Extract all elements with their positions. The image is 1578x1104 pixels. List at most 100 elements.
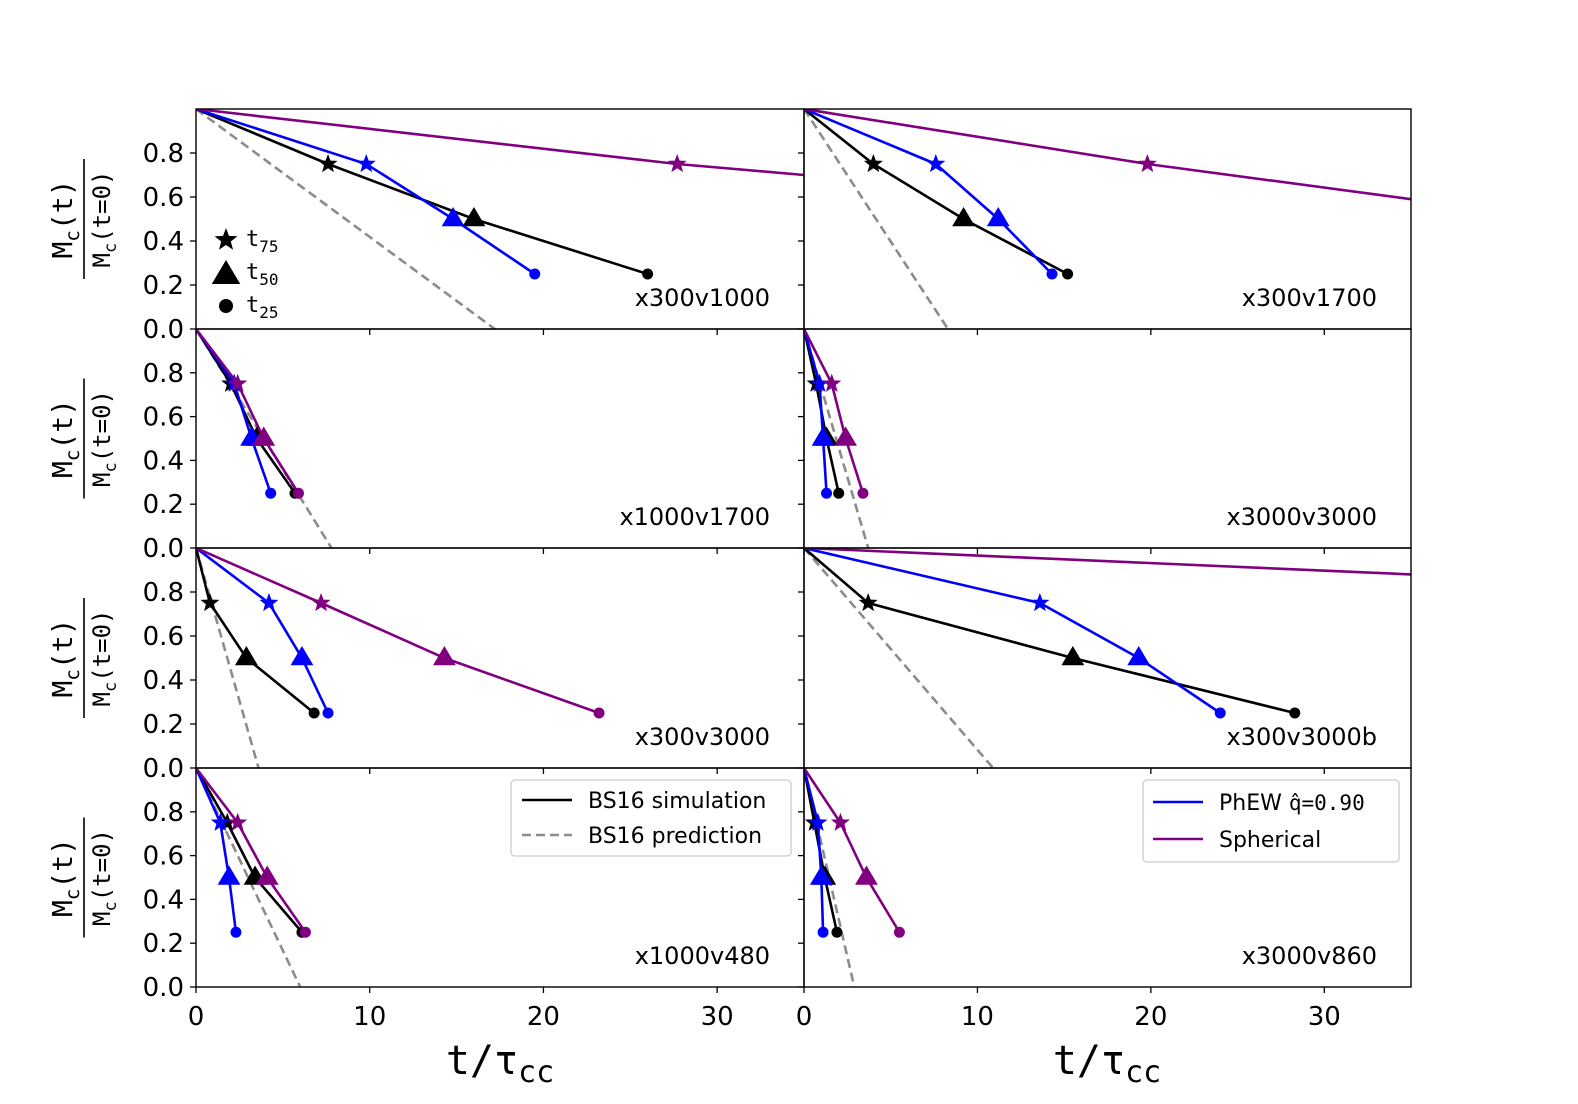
y-tick-label: 0.8 [143, 139, 184, 169]
y-den-tail: (t=0) [88, 390, 116, 462]
x-axis-label-sub: cc [518, 1055, 554, 1090]
sph-t50-marker [834, 426, 858, 446]
plot-area [196, 768, 311, 987]
phew-t25-marker [322, 707, 334, 719]
legend-marker-sub: 75 [259, 237, 278, 256]
legend-left-label: BS16 prediction [588, 824, 762, 849]
x-tick-label: 0 [796, 1002, 813, 1032]
y-axis-denominator: Mc(t=0) [88, 390, 121, 487]
legend-right-box [1142, 779, 1400, 863]
panel-x3000v860: 0 10 20 30 x3000v860 [796, 767, 1412, 1032]
legend-right-label-main: PhEW [1219, 791, 1289, 816]
x-axis-label-main: t/τ [1053, 1038, 1125, 1084]
x-tick-label: 0 [188, 1002, 205, 1032]
y-tick-label: 0.8 [143, 359, 184, 389]
y-axis-label: Mc(t)Mc(t=0) [46, 378, 121, 499]
y-tick-label: 0.0 [143, 973, 184, 1003]
plot-area [196, 329, 333, 548]
y-den-main: M [88, 692, 116, 706]
panel-title: x1000v480 [635, 942, 770, 970]
panel-title: x300v1700 [1242, 284, 1377, 312]
sim-t25-marker [833, 487, 845, 499]
panel-x3000v3000: x3000v3000 [798, 328, 1412, 554]
y-num-tail: (t) [46, 180, 79, 231]
y-axis-numerator: Mc(t) [46, 399, 84, 478]
sph-t25-marker [292, 487, 304, 499]
phew-line [196, 109, 536, 276]
plot-area [804, 548, 1411, 768]
y-tick-label: 0.2 [143, 490, 184, 520]
y-den-tail: (t=0) [88, 829, 116, 901]
legend-marker-sub: 50 [259, 270, 278, 289]
y-tick-label: 0.4 [143, 227, 184, 257]
y-axis-denominator: Mc(t=0) [88, 171, 121, 268]
sim-line [196, 329, 297, 494]
x-axis-label: t/τcc [1053, 1038, 1161, 1090]
phew-line [804, 548, 1221, 715]
sim-line [196, 768, 303, 934]
phew-t50-marker [217, 865, 241, 885]
sph-t50-marker [252, 426, 276, 446]
sph-t75-marker [228, 373, 248, 392]
panel-title: x3000v3000 [1226, 503, 1377, 531]
phew-line [804, 109, 1053, 275]
y-den-tail: (t=0) [88, 171, 116, 243]
y-tick-label: 0.6 [143, 183, 184, 213]
x-tick-label: 20 [527, 1002, 560, 1032]
y-num-tail: (t) [46, 838, 79, 889]
panel-frame [803, 767, 1412, 988]
y-num-sub: c [62, 230, 84, 241]
y-num-main: M [46, 681, 79, 698]
sim-t75-marker [217, 812, 237, 831]
y-tick-label: 0.2 [143, 710, 184, 740]
y-num-main: M [46, 242, 79, 259]
phew-t25-marker [1214, 707, 1226, 719]
phew-t50-marker [811, 426, 835, 446]
sph-t25-marker [299, 926, 311, 938]
y-tick-label: 0.4 [143, 666, 184, 696]
plot-area [196, 109, 804, 329]
y-num-main: M [46, 900, 79, 917]
legend-right-label: PhEW q̂=0.90 [1219, 791, 1365, 816]
sim-t25-marker [831, 926, 843, 938]
phew-line [804, 768, 825, 933]
sim-line [196, 548, 315, 715]
y-axis-numerator: Mc(t) [46, 838, 84, 917]
prediction-line [196, 768, 302, 987]
sph-t25-marker [857, 487, 869, 499]
sph-t75-marker [228, 812, 248, 831]
y-den-tail: (t=0) [88, 610, 116, 682]
panel-x300v1700: x300v1700 [798, 108, 1412, 335]
phew-t50-marker [809, 865, 833, 885]
phew-t75-marker [210, 812, 230, 831]
x-tick-label: 30 [1308, 1002, 1341, 1032]
y-tick-label: 0.0 [143, 754, 184, 784]
legend-star-icon [214, 228, 238, 250]
sim-t50-marker [1061, 646, 1085, 666]
y-axis-label: Mc(t) Mc(t=0) [46, 159, 121, 279]
legend-right-label-mono: q̂=0.90 [1289, 791, 1365, 815]
y-num-tail: (t) [46, 399, 79, 450]
sph-t25-marker [593, 707, 605, 719]
prediction-line [804, 109, 950, 329]
x-axis-label-main: t/τ [446, 1038, 518, 1084]
phew-t75-marker [259, 593, 279, 612]
x-tick-label: 20 [1134, 1002, 1167, 1032]
sim-line [804, 109, 1069, 276]
legend-right-label: Spherical [1219, 828, 1321, 853]
sim-t75-marker [863, 154, 883, 173]
panel-title: x3000v860 [1242, 942, 1377, 970]
panel-x1000v480: 0.0 0.2 0.4 0.6 0.8 0 10 20 30 x1000v480 [143, 767, 805, 1032]
sph-line [804, 548, 1411, 576]
y-tick-label: 0.6 [143, 842, 184, 872]
legend-right: PhEW q̂=0.90 Spherical [1142, 779, 1400, 863]
plot-area [804, 329, 870, 548]
y-den-sub: c [101, 901, 121, 911]
legend-marker-label: t50 [246, 260, 279, 289]
y-den-main: M [88, 253, 116, 267]
legend-marker-main: t [246, 227, 259, 252]
sim-t75-marker [858, 593, 878, 612]
sph-line [196, 548, 600, 715]
